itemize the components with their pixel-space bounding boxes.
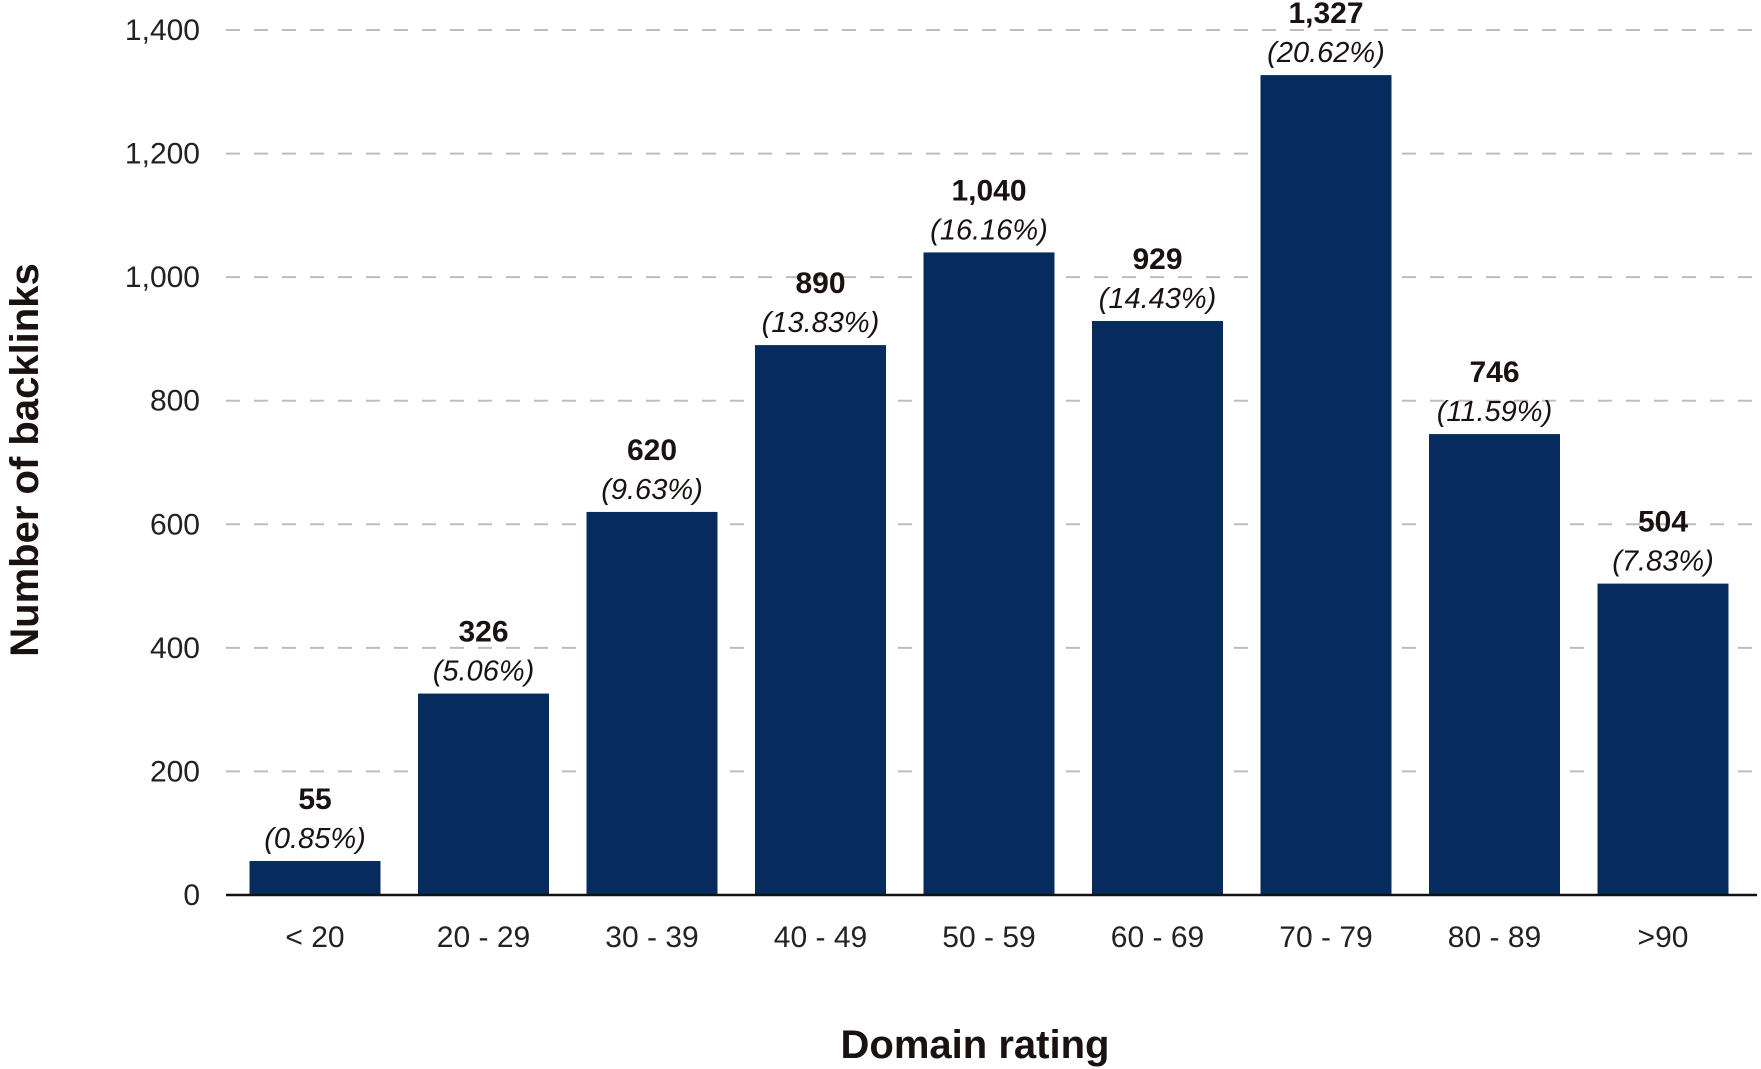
bar — [755, 345, 886, 895]
bar — [418, 693, 549, 895]
bars — [249, 75, 1729, 895]
bar-value-label: 55 — [298, 783, 331, 816]
x-tick-label: < 20 — [285, 921, 344, 954]
bar-value-label: 746 — [1469, 356, 1519, 389]
bar-value-label: 1,040 — [951, 174, 1026, 207]
bar-value-label: 1,327 — [1288, 0, 1363, 30]
bar — [923, 252, 1055, 895]
y-tick-label: 1,000 — [125, 261, 200, 294]
bar-percent-label: (16.16%) — [930, 214, 1048, 246]
y-tick-label: 1,200 — [125, 138, 200, 171]
bar-percent-label: (11.59%) — [1437, 396, 1553, 428]
bar-value-label: 504 — [1638, 506, 1688, 539]
bar-percent-label: (9.63%) — [601, 474, 703, 506]
bar-value-label: 326 — [458, 616, 508, 649]
bar-percent-label: (14.43%) — [1099, 283, 1217, 315]
y-tick-label: 800 — [150, 385, 200, 418]
y-tick-label: 600 — [150, 508, 200, 541]
x-axis-ticks: < 20 20 - 29 30 - 39 40 - 49 50 - 59 60 - 69 7… — [285, 921, 1688, 954]
x-tick-label: 80 - 89 — [1448, 921, 1541, 954]
x-tick-label: 70 - 79 — [1279, 921, 1372, 954]
y-tick-label: 400 — [150, 632, 200, 665]
y-tick-label: 200 — [150, 755, 200, 788]
bar — [1597, 583, 1729, 895]
bar-value-label: 929 — [1132, 243, 1182, 276]
bar-percent-label: (20.62%) — [1267, 37, 1385, 69]
bar-value-label: 890 — [795, 267, 845, 300]
bar — [1260, 75, 1392, 895]
x-tick-label: >90 — [1638, 921, 1689, 954]
y-tick-label: 0 — [183, 879, 200, 912]
y-axis-ticks: 0 200 400 600 800 1,000 1,200 1,400 — [125, 14, 200, 912]
bar — [1092, 321, 1223, 895]
bar-percent-label: (7.83%) — [1612, 546, 1714, 578]
y-axis-title: Number of backlinks — [3, 263, 47, 656]
y-tick-label: 1,400 — [125, 14, 200, 47]
x-tick-label: 30 - 39 — [605, 921, 698, 954]
x-tick-label: 60 - 69 — [1111, 921, 1204, 954]
data-labels: 55 (0.85%) 326 (5.06%) 620 (9.63%) 890 (13.83%)… — [264, 0, 1714, 855]
x-tick-label: 50 - 59 — [942, 921, 1035, 954]
bar — [586, 511, 718, 895]
bar-percent-label: (5.06%) — [433, 656, 535, 688]
bar — [1429, 434, 1560, 895]
bar — [249, 861, 381, 895]
x-tick-label: 20 - 29 — [437, 921, 530, 954]
bar-value-label: 620 — [627, 434, 677, 467]
bar-percent-label: (0.85%) — [264, 823, 366, 855]
x-tick-label: 40 - 49 — [774, 921, 867, 954]
bar-percent-label: (13.83%) — [762, 307, 880, 339]
x-axis-title: Domain rating — [841, 1023, 1110, 1067]
